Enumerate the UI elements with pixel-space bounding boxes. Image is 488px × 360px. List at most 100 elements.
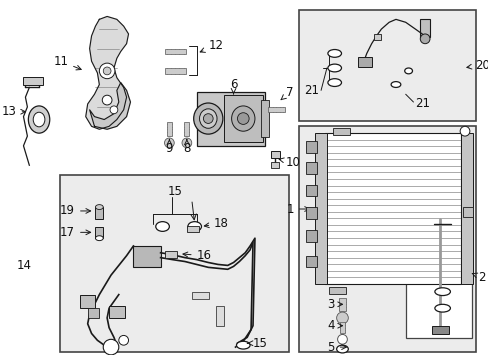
Circle shape bbox=[337, 334, 346, 344]
Bar bbox=[305, 256, 317, 267]
Bar bbox=[298, 10, 475, 121]
Ellipse shape bbox=[33, 112, 45, 127]
Bar bbox=[95, 207, 103, 219]
Text: 15: 15 bbox=[167, 185, 183, 198]
Text: 18: 18 bbox=[204, 217, 228, 230]
Bar bbox=[357, 57, 371, 67]
Ellipse shape bbox=[404, 68, 412, 74]
Ellipse shape bbox=[434, 304, 449, 312]
Bar bbox=[80, 294, 95, 308]
Text: 6: 6 bbox=[229, 78, 237, 94]
Circle shape bbox=[203, 114, 213, 123]
Text: 12: 12 bbox=[200, 39, 223, 52]
Ellipse shape bbox=[327, 79, 341, 86]
Circle shape bbox=[103, 339, 119, 355]
Circle shape bbox=[110, 106, 118, 114]
Bar bbox=[164, 49, 185, 54]
Ellipse shape bbox=[95, 204, 103, 210]
Bar bbox=[23, 77, 43, 85]
Bar bbox=[133, 246, 160, 267]
Text: 15: 15 bbox=[247, 337, 267, 350]
Bar bbox=[315, 133, 326, 284]
Bar bbox=[184, 122, 189, 136]
Bar bbox=[164, 68, 185, 74]
Bar bbox=[267, 107, 285, 112]
Bar bbox=[332, 128, 349, 135]
Circle shape bbox=[99, 63, 115, 79]
Ellipse shape bbox=[28, 106, 50, 133]
Bar bbox=[196, 92, 264, 146]
Circle shape bbox=[119, 336, 128, 345]
Circle shape bbox=[237, 113, 248, 125]
Ellipse shape bbox=[199, 109, 217, 128]
Bar bbox=[270, 150, 280, 158]
Text: 10: 10 bbox=[279, 156, 300, 169]
Bar bbox=[305, 185, 317, 196]
Ellipse shape bbox=[236, 341, 249, 349]
Text: 21: 21 bbox=[304, 84, 319, 97]
Polygon shape bbox=[85, 17, 128, 129]
Text: 11: 11 bbox=[53, 55, 81, 70]
Polygon shape bbox=[89, 82, 130, 129]
Text: 5: 5 bbox=[326, 341, 346, 354]
Bar bbox=[460, 133, 472, 284]
Ellipse shape bbox=[327, 64, 341, 72]
Bar bbox=[298, 126, 475, 352]
Bar bbox=[338, 297, 345, 311]
Bar bbox=[271, 162, 279, 168]
Text: 19: 19 bbox=[60, 204, 90, 217]
Ellipse shape bbox=[193, 103, 223, 134]
Bar bbox=[305, 141, 317, 153]
Ellipse shape bbox=[327, 50, 341, 57]
Bar bbox=[224, 95, 262, 142]
Bar bbox=[462, 207, 472, 217]
Text: 8: 8 bbox=[183, 139, 190, 155]
Bar bbox=[339, 322, 345, 333]
Bar bbox=[305, 207, 317, 219]
Text: 21: 21 bbox=[415, 98, 429, 111]
Text: 16: 16 bbox=[183, 249, 211, 262]
Circle shape bbox=[182, 138, 191, 148]
Text: 17: 17 bbox=[60, 226, 90, 239]
Text: 7: 7 bbox=[281, 86, 293, 100]
Bar bbox=[166, 122, 171, 136]
Bar bbox=[328, 287, 346, 294]
Text: 2: 2 bbox=[471, 271, 484, 284]
Text: 3: 3 bbox=[326, 298, 342, 311]
Text: 4: 4 bbox=[326, 319, 342, 332]
Ellipse shape bbox=[231, 106, 254, 131]
Bar bbox=[109, 306, 124, 318]
Bar bbox=[325, 133, 460, 284]
Bar bbox=[95, 226, 103, 238]
Bar bbox=[61, 175, 288, 352]
Bar bbox=[186, 225, 198, 232]
Ellipse shape bbox=[434, 288, 449, 296]
Circle shape bbox=[459, 126, 469, 136]
Ellipse shape bbox=[156, 222, 169, 231]
Bar bbox=[165, 251, 177, 258]
Bar bbox=[216, 306, 224, 326]
Circle shape bbox=[164, 138, 174, 148]
Bar bbox=[191, 292, 209, 300]
Text: 13: 13 bbox=[2, 105, 25, 118]
Ellipse shape bbox=[336, 345, 347, 353]
Circle shape bbox=[419, 34, 429, 44]
Text: 1: 1 bbox=[286, 203, 309, 216]
Bar bbox=[305, 230, 317, 242]
Bar bbox=[373, 34, 381, 40]
Ellipse shape bbox=[390, 82, 400, 87]
Bar bbox=[431, 326, 448, 334]
Text: 9: 9 bbox=[165, 139, 173, 155]
Text: 14: 14 bbox=[17, 259, 32, 272]
Circle shape bbox=[336, 312, 347, 324]
Bar bbox=[260, 100, 268, 137]
Ellipse shape bbox=[95, 236, 103, 240]
Bar bbox=[87, 308, 99, 318]
Text: 20: 20 bbox=[466, 59, 488, 72]
Circle shape bbox=[102, 95, 112, 105]
Ellipse shape bbox=[187, 222, 201, 231]
Bar bbox=[305, 162, 317, 174]
Bar bbox=[419, 19, 429, 37]
Bar bbox=[405, 214, 471, 338]
Circle shape bbox=[103, 67, 111, 75]
